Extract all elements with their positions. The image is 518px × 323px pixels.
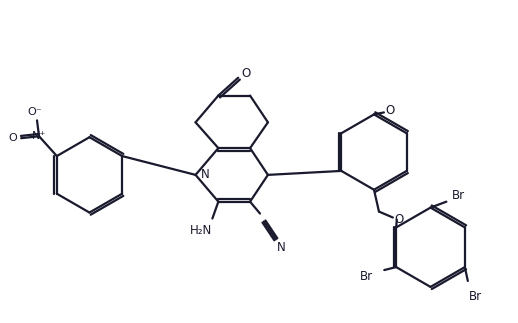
Text: O: O <box>9 133 18 143</box>
Text: N: N <box>200 168 209 182</box>
Text: O: O <box>241 67 251 80</box>
Text: Br: Br <box>469 290 482 303</box>
Text: Br: Br <box>360 269 373 283</box>
Text: N: N <box>277 241 285 254</box>
Text: H₂N: H₂N <box>191 224 212 237</box>
Text: O: O <box>385 104 395 117</box>
Text: O⁻: O⁻ <box>28 108 42 118</box>
Text: N⁺: N⁺ <box>32 131 46 141</box>
Text: Br: Br <box>452 189 465 202</box>
Text: O: O <box>394 213 404 226</box>
